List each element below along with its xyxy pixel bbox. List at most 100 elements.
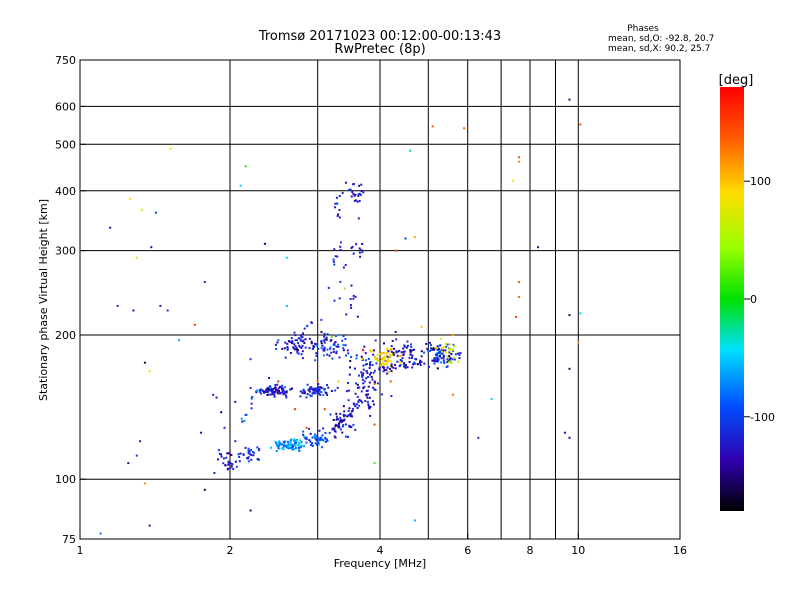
echo-point bbox=[323, 408, 326, 411]
echo-point bbox=[349, 298, 352, 300]
echo-point bbox=[267, 388, 270, 391]
echo-point bbox=[287, 446, 290, 449]
echo-point bbox=[369, 364, 371, 367]
echo-point bbox=[260, 392, 263, 395]
echo-point bbox=[334, 425, 337, 428]
echo-point bbox=[309, 387, 312, 390]
echo-point bbox=[293, 439, 296, 442]
echo-point bbox=[335, 196, 338, 199]
echo-point bbox=[249, 387, 252, 389]
echo-point bbox=[290, 438, 293, 441]
echo-point bbox=[355, 199, 357, 202]
echo-point bbox=[324, 440, 327, 443]
echo-point bbox=[442, 355, 445, 358]
echo-point bbox=[382, 370, 385, 373]
echo-point bbox=[290, 387, 293, 390]
echo-point bbox=[331, 428, 334, 431]
echo-point bbox=[336, 202, 339, 205]
echo-point bbox=[335, 350, 338, 353]
echo-point bbox=[339, 419, 342, 421]
echo-point bbox=[336, 255, 339, 258]
echo-point bbox=[329, 346, 332, 349]
echo-point bbox=[323, 335, 326, 338]
echo-point bbox=[238, 460, 241, 463]
echo-point bbox=[413, 519, 416, 522]
echo-point bbox=[404, 237, 407, 240]
echo-point bbox=[291, 340, 294, 343]
echo-point bbox=[135, 454, 138, 457]
echo-point bbox=[303, 445, 305, 448]
echo-point bbox=[297, 444, 300, 446]
echo-point bbox=[440, 350, 443, 353]
echo-point bbox=[439, 351, 442, 353]
echo-point bbox=[250, 407, 253, 410]
echo-point bbox=[372, 349, 375, 352]
echo-point bbox=[300, 441, 303, 444]
echo-point bbox=[453, 358, 456, 361]
echo-point bbox=[329, 347, 332, 350]
echo-point bbox=[411, 354, 414, 357]
echo-point bbox=[370, 376, 373, 378]
echo-point bbox=[394, 364, 397, 366]
echo-point bbox=[453, 345, 456, 348]
echo-point bbox=[274, 384, 277, 387]
echo-point bbox=[438, 350, 441, 353]
echo-point bbox=[297, 441, 300, 444]
echo-point bbox=[344, 414, 346, 417]
echo-point bbox=[295, 347, 298, 350]
echo-point bbox=[333, 435, 336, 438]
echo-point bbox=[437, 352, 440, 355]
echo-point bbox=[356, 200, 359, 203]
echo-point bbox=[440, 349, 443, 351]
echo-point bbox=[433, 360, 436, 363]
echo-point bbox=[342, 419, 345, 422]
echo-point bbox=[303, 342, 306, 344]
echo-point bbox=[169, 147, 172, 150]
echo-point bbox=[272, 388, 275, 391]
echo-point bbox=[322, 439, 325, 442]
echo-point bbox=[252, 454, 255, 457]
echo-point bbox=[293, 438, 296, 441]
echo-point bbox=[282, 393, 285, 396]
echo-point bbox=[366, 389, 369, 392]
echo-point bbox=[445, 345, 448, 348]
echo-point bbox=[323, 346, 326, 349]
echo-point bbox=[347, 410, 350, 412]
echo-point bbox=[270, 446, 272, 449]
echo-point bbox=[362, 372, 365, 375]
echo-point bbox=[449, 360, 452, 363]
echo-point bbox=[390, 350, 393, 353]
echo-point bbox=[358, 374, 360, 377]
echo-point bbox=[355, 243, 358, 246]
echo-point bbox=[135, 256, 138, 259]
echo-point bbox=[348, 424, 351, 427]
echo-point bbox=[282, 448, 285, 451]
echo-point bbox=[300, 334, 303, 337]
echo-point bbox=[287, 444, 290, 447]
echo-point bbox=[413, 361, 416, 364]
echo-point bbox=[380, 358, 383, 361]
echo-point bbox=[322, 349, 325, 352]
colorbar-ticks: 100 0 -100 bbox=[744, 175, 775, 424]
echo-point bbox=[279, 392, 282, 395]
echo-point bbox=[385, 360, 388, 363]
echo-point bbox=[332, 427, 335, 430]
echo-point bbox=[392, 366, 395, 369]
echo-point bbox=[304, 346, 307, 349]
echo-point bbox=[378, 368, 381, 371]
echo-point bbox=[364, 363, 367, 366]
echo-point bbox=[448, 347, 451, 350]
echo-point bbox=[235, 460, 237, 463]
echo-point bbox=[298, 445, 301, 448]
echo-point bbox=[140, 208, 143, 211]
echo-point bbox=[99, 532, 102, 535]
echo-point bbox=[446, 358, 449, 361]
echo-point bbox=[342, 266, 345, 269]
echo-point bbox=[354, 405, 357, 408]
echo-point bbox=[387, 358, 389, 361]
echo-point bbox=[360, 193, 362, 196]
echo-point bbox=[395, 338, 398, 341]
echo-point bbox=[390, 360, 393, 363]
echo-point bbox=[358, 200, 361, 202]
echo-point bbox=[258, 448, 261, 450]
